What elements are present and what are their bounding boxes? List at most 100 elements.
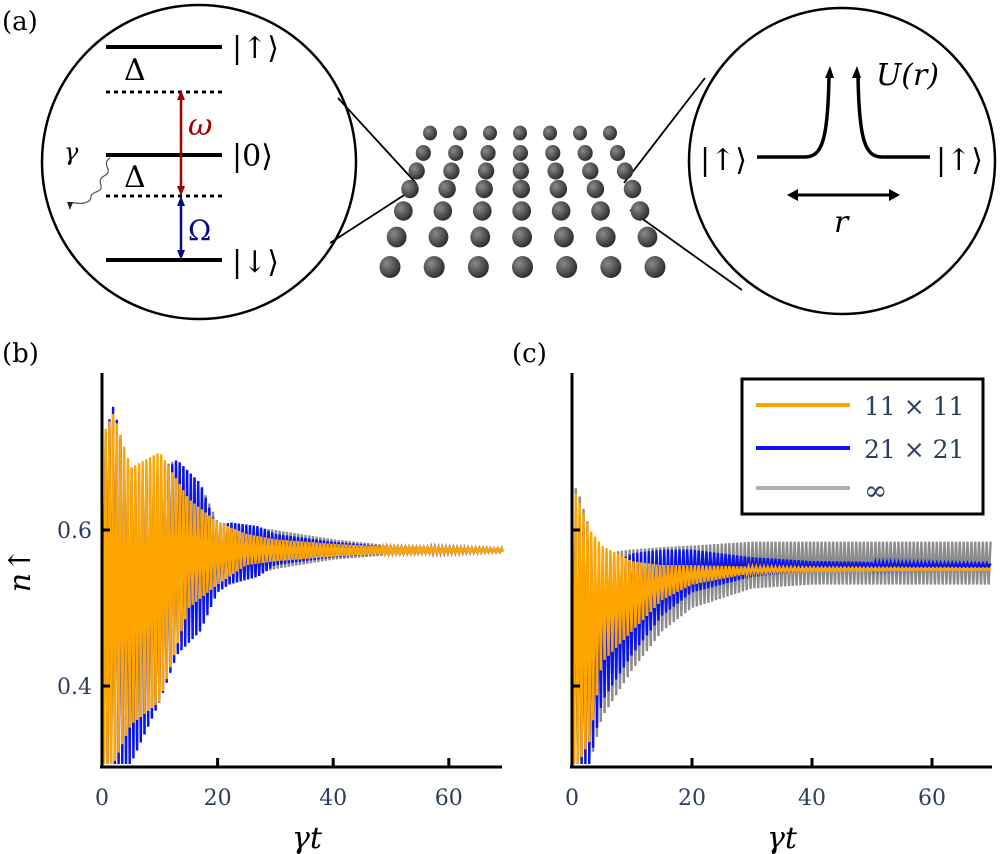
atom [438,179,456,199]
x-tick-label: 40 [798,786,826,811]
potential-label: U(r) [876,58,939,93]
x-tick-label: 0 [565,786,579,811]
right-inset: |↑⟩ |↑⟩ U(r) r [687,6,997,316]
atom [547,162,564,180]
x-tick-label: 60 [435,786,463,811]
y-axis-label-b: n↑ [3,548,38,592]
atom [591,201,610,221]
detuning-upper-label: Δ [124,53,146,88]
legend-label-inf: ∞ [864,474,887,507]
legend-label-11: 11 × 11 [864,392,964,421]
rabi-arrowhead-down [177,250,185,260]
x-axis-label-b: γt [292,821,323,854]
decay-wavy-line [69,157,111,206]
legend: 11 × 11 21 × 21 ∞ [740,377,985,516]
decay-arrowhead [67,202,73,210]
atom [512,162,529,180]
series-line [100,413,504,765]
atom [545,145,561,161]
atom-lattice [379,125,666,279]
potential-arrowhead-left [825,66,834,78]
atom [573,125,587,141]
omega-arrowhead-down [177,186,185,196]
legend-label-21: 21 × 21 [864,435,964,464]
potential-arrowhead-right [852,66,861,78]
state-right-label: |↑⟩ [936,143,983,178]
state-down-label: |↓⟩ [232,245,279,280]
atom [582,162,599,180]
x-tick-label: 0 [95,786,109,811]
atom [644,255,666,279]
potential-curve-left [757,74,831,159]
atom [609,145,626,161]
rabi-arrowhead-up [177,196,185,206]
atom [453,125,467,141]
detuning-lower-label: Δ [124,160,146,195]
atom [415,145,431,161]
atom [616,162,634,180]
atom [483,125,497,141]
left-inset: |↑⟩ |0⟩ |↓⟩ Δ Δ ω Ω γ [40,3,358,321]
panel-label-b: (b) [2,339,39,369]
atom [386,226,407,248]
atom [553,226,574,248]
zoom-lines [329,77,743,291]
atom [423,255,445,279]
plot-b: 0 20 40 60 0.4 0.6 γt n↑ [3,373,504,854]
atom [551,201,571,221]
y-tick-label: 0.4 [57,675,92,700]
atom [513,125,527,141]
state-up-label: |↑⟩ [232,31,279,66]
atom [423,125,437,141]
atom [623,179,642,199]
x-tick-label: 40 [319,786,347,811]
atom [600,255,622,279]
atom [472,201,492,221]
series-b [100,406,504,765]
atom [512,145,529,161]
atom [630,201,650,221]
left-inset-circle [40,3,358,321]
atom [512,179,530,199]
atom [480,145,496,161]
atom [549,179,568,199]
series-c [570,483,992,765]
atom [467,255,489,279]
panel-label-a: (a) [2,7,38,37]
atom [477,162,495,180]
atom [586,179,605,199]
x-tick-label: 20 [204,786,232,811]
atom [637,226,658,248]
atom [443,162,460,180]
atom [401,179,419,199]
omega-label: ω [188,108,212,143]
atom [379,255,401,279]
atom [595,226,616,248]
atom [448,145,464,161]
atom [394,201,413,221]
atom [470,226,491,248]
atom [428,226,449,248]
distance-label: r [834,205,850,240]
x-axis-label-c: γt [767,821,798,854]
atom [512,201,532,221]
atom [543,125,557,141]
x-tick-label: 60 [918,786,946,811]
state-left-label: |↑⟩ [700,143,747,178]
potential-curve-right [856,74,930,159]
distance-arrowhead-left [787,189,798,201]
atom [577,145,593,161]
x-tick-label: 20 [678,786,706,811]
y-tick-label: 0.6 [57,519,92,544]
right-inset-circle [687,6,997,316]
atom [512,255,533,279]
plot-c: 0 20 40 60 γt 11 × 11 21 × 21 ∞ [565,373,992,854]
series-line [570,483,992,765]
omega-arrowhead-up [177,90,185,100]
state-zero-label: |0⟩ [232,139,273,174]
atom [512,226,532,248]
atom [556,255,578,279]
atom [433,201,453,221]
atom [475,179,493,199]
